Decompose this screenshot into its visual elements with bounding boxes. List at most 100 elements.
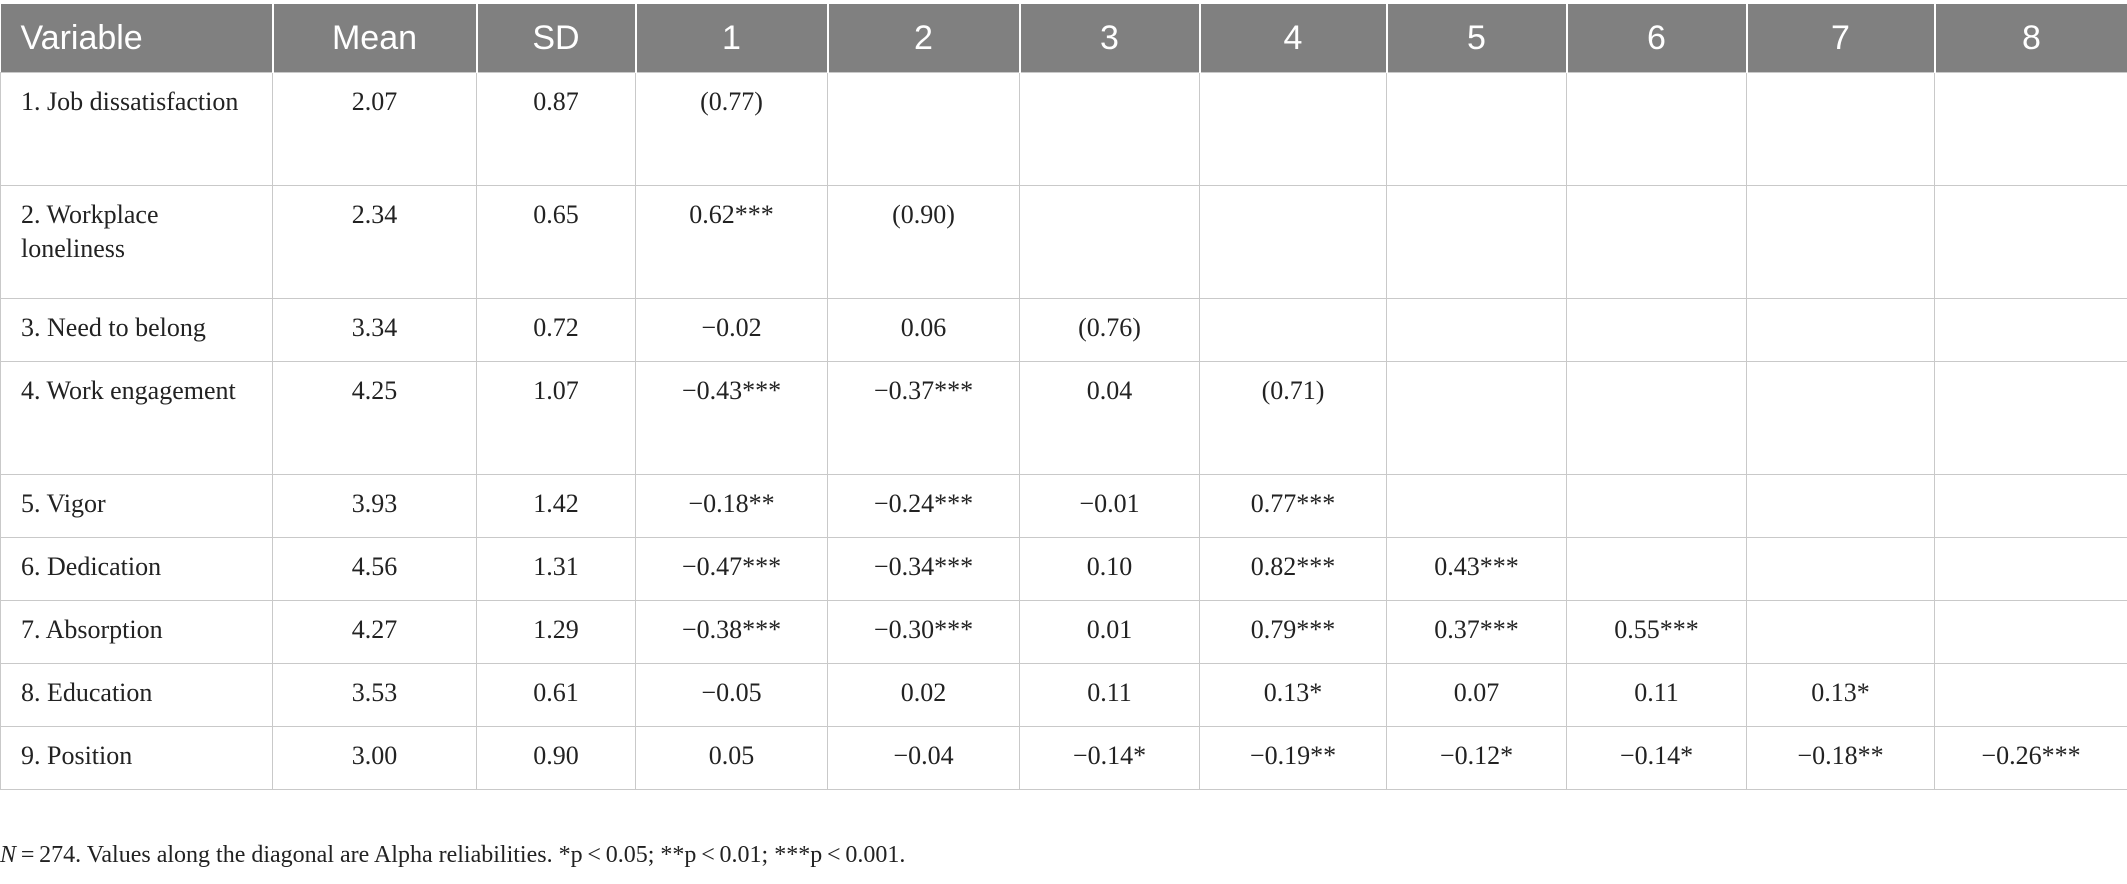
table-cell: 0.65	[476, 185, 636, 299]
table-cell	[1199, 185, 1387, 299]
table-cell: −0.19**	[1199, 726, 1387, 790]
table-cell	[1934, 474, 2127, 538]
table-cell	[1566, 185, 1747, 299]
header-col-4: 4	[1198, 4, 1387, 73]
header-col-3: 3	[1018, 4, 1200, 73]
table-row: 7. Absorption 4.27 1.29 −0.38*** −0.30*** 0.0…	[0, 600, 2127, 664]
table-cell	[1934, 537, 2127, 601]
table-cell: 0.90	[476, 726, 636, 790]
table-cell: −0.18**	[635, 474, 828, 538]
table-cell: −0.05	[635, 663, 828, 727]
row-label-cell: 5. Vigor	[0, 474, 273, 538]
table-cell	[1746, 361, 1935, 475]
header-col-8: 8	[1933, 4, 2127, 73]
table-cell: −0.30***	[827, 600, 1020, 664]
table-cell	[1934, 185, 2127, 299]
table-row: 6. Dedication 4.56 1.31 −0.47*** −0.34*** 0.1…	[0, 537, 2127, 601]
table-cell: 4.25	[272, 361, 477, 475]
table-cell: −0.14*	[1019, 726, 1200, 790]
table-cell: 4.56	[272, 537, 477, 601]
table-cell	[1386, 72, 1567, 186]
table-cell: 1.07	[476, 361, 636, 475]
table-cell: 0.55***	[1566, 600, 1747, 664]
table-cell	[1746, 600, 1935, 664]
table-cell	[1019, 72, 1200, 186]
table-cell: 3.00	[272, 726, 477, 790]
table-cell: −0.24***	[827, 474, 1020, 538]
table-cell: −0.43***	[635, 361, 828, 475]
table-row: 2. Workplace loneliness 2.34 0.65 0.62*** (0…	[0, 185, 2127, 299]
table-cell	[1386, 185, 1567, 299]
row-label-cell: 9. Position	[0, 726, 273, 790]
table-cell	[1019, 185, 1200, 299]
row-label-cell: 1. Job dissatisfaction	[0, 72, 273, 186]
table-cell	[1566, 72, 1747, 186]
table-cell	[1566, 298, 1747, 362]
table-cell: 0.01	[1019, 600, 1200, 664]
table-cell	[1386, 474, 1567, 538]
table-cell: 0.61	[476, 663, 636, 727]
header-col-1: 1	[634, 4, 828, 73]
header-col-6: 6	[1565, 4, 1747, 73]
table-cell: −0.47***	[635, 537, 828, 601]
row-label-cell: 4. Work engagement	[0, 361, 273, 475]
table-cell: (0.71)	[1199, 361, 1387, 475]
table-row: 5. Vigor 3.93 1.42 −0.18** −0.24*** −0.01 0.77…	[0, 474, 2127, 538]
table-footnote: N = 274. Values along the diagonal are A…	[0, 842, 905, 869]
table-cell: 0.02	[827, 663, 1020, 727]
table-row: 1. Job dissatisfaction 2.07 0.87 (0.77)	[0, 72, 2127, 186]
table-cell: 0.37***	[1386, 600, 1567, 664]
table-cell: −0.26***	[1934, 726, 2127, 790]
table-cell: 3.93	[272, 474, 477, 538]
table-cell: 2.07	[272, 72, 477, 186]
table-cell: −0.18**	[1746, 726, 1935, 790]
table-cell: 0.79***	[1199, 600, 1387, 664]
table-cell	[827, 72, 1020, 186]
table-cell	[1746, 185, 1935, 299]
table-cell: 0.07	[1386, 663, 1567, 727]
table-cell: 0.11	[1019, 663, 1200, 727]
header-sd: SD	[475, 4, 636, 73]
table-cell	[1934, 298, 2127, 362]
table-cell: −0.34***	[827, 537, 1020, 601]
table-cell: 3.53	[272, 663, 477, 727]
table-cell: 0.04	[1019, 361, 1200, 475]
table-cell: 3.34	[272, 298, 477, 362]
row-label-cell: 6. Dedication	[0, 537, 273, 601]
table-cell: 0.10	[1019, 537, 1200, 601]
row-label-cell: 3. Need to belong	[0, 298, 273, 362]
table-cell: 2.34	[272, 185, 477, 299]
table-cell: 0.13*	[1746, 663, 1935, 727]
header-col-5: 5	[1385, 4, 1567, 73]
header-col-2: 2	[826, 4, 1020, 73]
table-cell: 0.05	[635, 726, 828, 790]
table-cell	[1934, 361, 2127, 475]
table-cell	[1746, 537, 1935, 601]
table-cell: 1.42	[476, 474, 636, 538]
table-cell	[1566, 474, 1747, 538]
table-cell	[1934, 600, 2127, 664]
table-cell	[1746, 298, 1935, 362]
table-row: 3. Need to belong 3.34 0.72 −0.02 0.06 (0.76)	[0, 298, 2127, 362]
header-col-7: 7	[1745, 4, 1935, 73]
table-cell: 0.82***	[1199, 537, 1387, 601]
footnote-text: = 274. Values along the diagonal are Alp…	[16, 842, 906, 868]
table-cell: 0.87	[476, 72, 636, 186]
table-row: 4. Work engagement 4.25 1.07 −0.43*** −0.37*…	[0, 361, 2127, 475]
table-header-row: Variable Mean SD 1 2 3 4 5 6 7 8	[0, 4, 2127, 73]
table-cell	[1199, 72, 1387, 186]
table-cell	[1934, 72, 2127, 186]
table-cell: (0.77)	[635, 72, 828, 186]
table-cell: 0.62***	[635, 185, 828, 299]
table-cell: 0.06	[827, 298, 1020, 362]
header-variable: Variable	[0, 4, 273, 73]
table-cell: 1.29	[476, 600, 636, 664]
table-cell: 0.11	[1566, 663, 1747, 727]
table-cell: 0.43***	[1386, 537, 1567, 601]
table-cell	[1199, 298, 1387, 362]
table-cell	[1386, 361, 1567, 475]
table-cell: −0.12*	[1386, 726, 1567, 790]
table-cell: −0.02	[635, 298, 828, 362]
row-label-cell: 8. Education	[0, 663, 273, 727]
table-cell: 0.72	[476, 298, 636, 362]
